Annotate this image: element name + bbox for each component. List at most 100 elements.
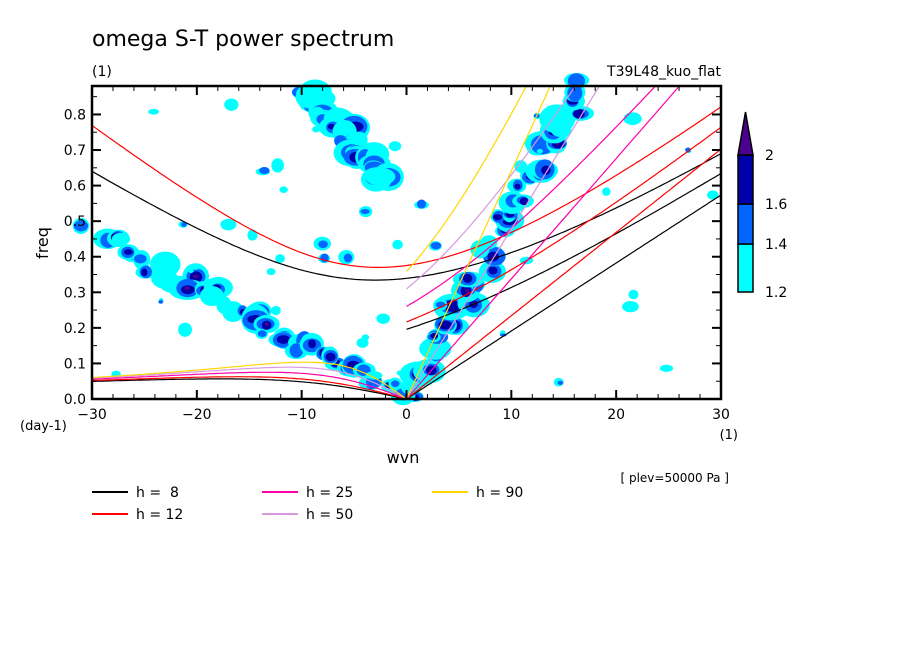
- spectrum-cell: [659, 364, 674, 372]
- spectrum-cell: [573, 109, 585, 119]
- ig-curve: [92, 153, 721, 281]
- spectrum-cell: [623, 112, 642, 126]
- x-axis: −30 −20 −10 0 10 20 30: [77, 86, 730, 423]
- spectrum-cell: [396, 370, 404, 376]
- kelvin-curve: [406, 194, 721, 399]
- spectrum-cell: [707, 190, 719, 200]
- plot-frame: [90, 84, 723, 401]
- eig-curve: [406, 86, 528, 272]
- ig-curve: [92, 106, 721, 268]
- x-axis-label: wvn: [387, 448, 420, 467]
- spectrum-cell: [275, 254, 285, 263]
- x-tick-label: −20: [182, 407, 212, 423]
- spectrum-cell: [312, 126, 321, 133]
- y-tick-label: 0.4: [64, 250, 86, 266]
- y-tick-label: 0.3: [64, 285, 86, 301]
- dispersion-curves: [92, 86, 721, 399]
- colorbar-segment: [737, 154, 754, 205]
- plev-annotation: [ plev=50000 Pa ]: [620, 471, 729, 485]
- x-tick-label: 10: [502, 407, 520, 423]
- spectrum-cell: [376, 313, 390, 324]
- colorbar-label: 2: [765, 148, 774, 164]
- spectrum-cell: [276, 335, 291, 344]
- spectrum-cell: [519, 197, 529, 206]
- spectrum-cell: [73, 220, 89, 232]
- spectrum-cell: [361, 334, 370, 341]
- eig-curve: [406, 126, 721, 323]
- spectrum-cell: [356, 337, 369, 348]
- spectrum-cell: [628, 289, 639, 300]
- spectrum-cell: [430, 242, 442, 250]
- y-axis-units: (day-1): [20, 419, 67, 434]
- spectrum-cell: [308, 339, 316, 349]
- spectrum-cell: [148, 108, 160, 115]
- spectrum-cell: [557, 380, 564, 385]
- spectrum-cell: [188, 268, 194, 274]
- y-axis: 0.0 0.1 0.2 0.3 0.4 0.5 0.6 0.7 0.8: [64, 96, 721, 408]
- spectrum-cell: [279, 186, 288, 194]
- rossby-curve: [92, 378, 407, 399]
- spectrum-cell: [224, 98, 239, 111]
- run-label: T39L48_kuo_flat: [606, 64, 721, 80]
- y-tick-label: 0.0: [64, 392, 86, 408]
- spectrum-cell: [192, 274, 199, 279]
- y-tick-label: 0.7: [64, 143, 86, 159]
- kelvin-curve: [406, 86, 681, 399]
- colorbar-label: 1.6: [765, 197, 787, 213]
- spectrum-cell: [247, 229, 258, 241]
- rossby-curve: [92, 371, 407, 399]
- spectrum-cell: [514, 160, 528, 173]
- spectrum-cell: [685, 147, 691, 153]
- spectrum-cell: [318, 240, 328, 249]
- spectrum-cell: [622, 300, 639, 313]
- legend-label: h = 12: [136, 507, 183, 523]
- spectrum-cell: [416, 199, 427, 209]
- rossby-curve: [92, 376, 407, 399]
- legend-label: h = 90: [476, 485, 523, 501]
- y-tick-label: 0.2: [64, 321, 86, 337]
- spectrum-cell: [134, 254, 147, 264]
- x-tick-label: −30: [77, 407, 107, 423]
- x-tick-label: −10: [287, 407, 317, 423]
- x-tick-label: 30: [712, 407, 730, 423]
- rossby-curve: [92, 361, 407, 399]
- spectrum-cell: [360, 208, 370, 215]
- spectrum-cell: [289, 343, 304, 358]
- colorbar-segment: [737, 243, 754, 293]
- kelvin-curve: [405, 86, 551, 399]
- spectrum-cell: [488, 266, 498, 275]
- spectrum-cell: [222, 301, 244, 323]
- y-tick-label: 0.6: [64, 179, 86, 195]
- spectrum-cell: [259, 167, 270, 175]
- spectrum-cell: [602, 187, 611, 196]
- spectrum-cell: [388, 141, 402, 152]
- legend-label: h = 8: [136, 485, 179, 501]
- x-tick-label: 0: [402, 407, 411, 423]
- spectrum-cell: [141, 268, 148, 277]
- spectrum-cell: [266, 268, 276, 276]
- spectrum-cell: [541, 165, 551, 175]
- x-axis-units: (1): [720, 428, 738, 443]
- eig-curve: [406, 86, 577, 290]
- colorbar-extend-arrow: [737, 111, 754, 156]
- eig-curve: [406, 86, 657, 307]
- spectrum-cell: [181, 221, 187, 227]
- spectrum-cell: [391, 380, 400, 387]
- spectrum-cell: [462, 273, 473, 283]
- spectrum-cell: [220, 218, 237, 231]
- colorbar: 1.2 1.4 1.6 2: [737, 111, 787, 301]
- spectrum-cell: [539, 104, 576, 134]
- spectrum-cell: [514, 183, 521, 190]
- spectrum-cell: [158, 300, 164, 304]
- spectrum-cell: [271, 305, 281, 316]
- spectrum-cell: [111, 232, 131, 246]
- y-tick-label: 0.8: [64, 107, 86, 123]
- spectrum-cell: [343, 253, 353, 263]
- y-tick-label: 0.1: [64, 356, 86, 372]
- spectrum-cell: [465, 289, 470, 293]
- spectrum-cell: [271, 158, 284, 173]
- chart-title: omega S-T power spectrum: [92, 27, 394, 52]
- spectrum-cell: [264, 321, 269, 326]
- colorbar-label: 1.2: [765, 285, 787, 301]
